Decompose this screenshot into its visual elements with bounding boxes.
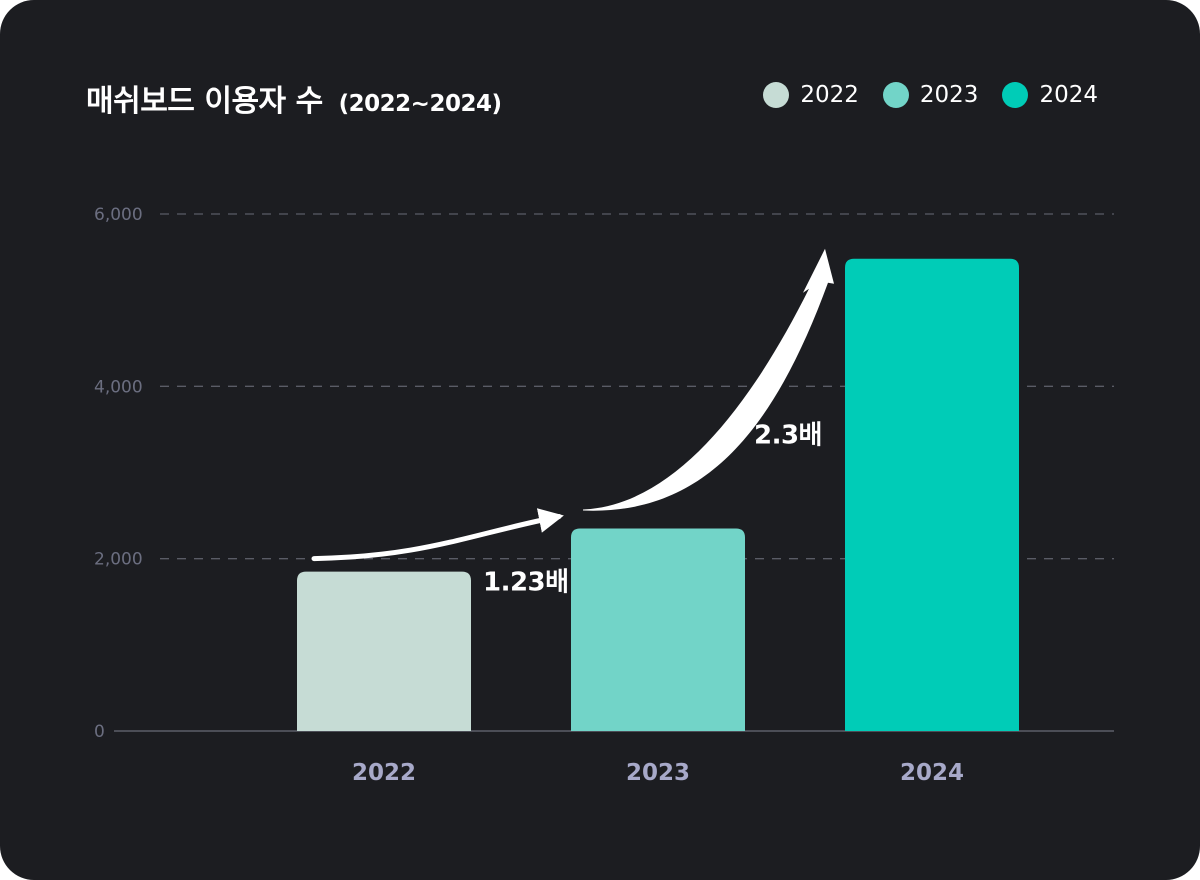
bar-2022: [297, 571, 471, 731]
x-category-label-2023: 2023: [626, 760, 690, 786]
bar-2024: [845, 258, 1019, 731]
legend-label-2024: 2024: [1039, 82, 1098, 108]
x-category-label-2024: 2024: [900, 760, 964, 786]
growth-arrow-2023-2024: [583, 248, 834, 511]
chart-title: 매쉬보드 이용자 수 (2022~2024): [86, 76, 502, 120]
legend-label-2023: 2023: [919, 82, 979, 108]
legend-item-2022: 2022: [763, 82, 859, 108]
y-tick-label: 6,000: [94, 205, 143, 225]
growth-label-2022-2023: 1.23배: [483, 568, 569, 598]
legend-item-2024: 2024: [1002, 82, 1098, 108]
legend-label-2022: 2022: [800, 82, 859, 108]
legend-swatch-2024: [1002, 82, 1029, 108]
growth-arrow-2022-2023: [311, 508, 564, 562]
chart-title-sub: (2022~2024): [338, 91, 502, 117]
growth-label-2023-2024: 2.3배: [754, 420, 822, 450]
annotation-layer: [311, 248, 834, 562]
label-layer: 0 2,000 4,000 6,000 2022 2023 2024 1.23배 2.3배: [94, 205, 964, 786]
legend-item-2023: 2023: [882, 82, 979, 108]
y-tick-label: 0: [94, 722, 105, 742]
bar-2023: [571, 528, 745, 731]
x-category-label-2022: 2022: [352, 760, 416, 786]
chart-title-main: 매쉬보드 이용자 수: [86, 84, 323, 119]
legend-swatch-2022: [763, 82, 790, 108]
y-tick-label: 2,000: [94, 550, 143, 570]
legend-swatch-2023: [882, 82, 909, 108]
chart-legend: 2022 2023 2024: [763, 82, 1098, 108]
bar-layer: [297, 258, 1019, 731]
y-tick-label: 4,000: [94, 377, 143, 397]
